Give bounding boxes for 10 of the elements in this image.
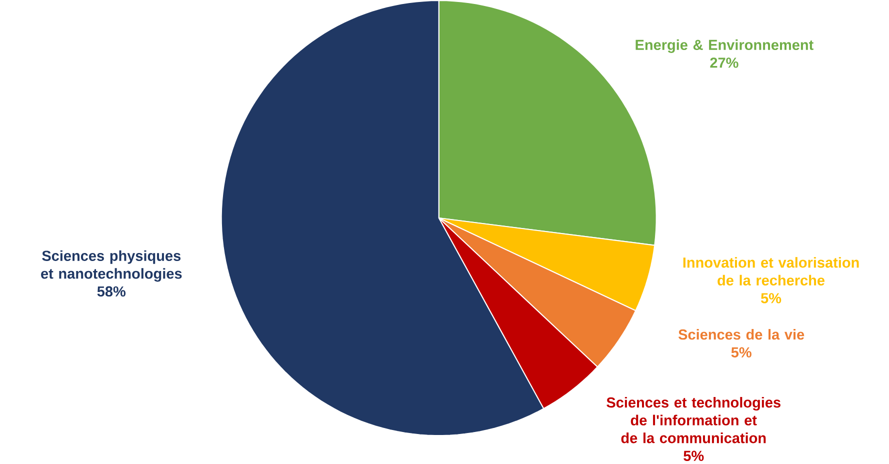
- slice-label: Innovation et valorisation de la recherche: [683, 257, 859, 286]
- slice-label: Sciences de la vie: [678, 329, 804, 340]
- slice-label: Sciences et technologies de l'information et de la communication: [606, 397, 780, 444]
- slice-label: Energie & Environnement: [636, 40, 814, 54]
- data-label: 27%: [710, 58, 738, 68]
- data-label: 5%: [684, 450, 704, 462]
- data-label: 58%: [97, 286, 126, 297]
- slice-label: Sciences physiques et nanotechnologies: [41, 250, 182, 282]
- data-label: 5%: [731, 347, 752, 358]
- data-label: 5%: [761, 293, 782, 304]
